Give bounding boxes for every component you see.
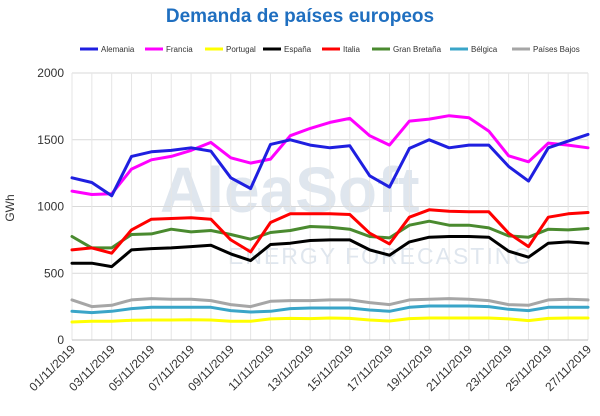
y-tick-label: 0 [57, 333, 64, 347]
y-axis-label: GWh [3, 194, 17, 221]
series-line-portugal [70, 316, 590, 324]
y-tick-label: 1000 [37, 200, 64, 214]
series-line-países-bajos [70, 297, 590, 309]
series-lines [70, 114, 590, 324]
series-line-bélgica [70, 304, 590, 315]
series-line-francia [70, 114, 590, 196]
legend: Alemania Francia Portugal España Italia Gran … [80, 45, 580, 54]
legend-label: Países Bajos [533, 45, 580, 54]
y-tick-label: 2000 [37, 66, 64, 80]
legend-label: Portugal [226, 45, 256, 54]
legend-label: España [284, 45, 312, 54]
series-line-gran-bretaña [70, 219, 590, 250]
chart-title: Demanda de países europeos [165, 6, 435, 27]
legend-label: Bélgica [471, 45, 498, 54]
legend-label: Italia [343, 45, 360, 54]
legend-label: Alemania [101, 45, 135, 54]
y-tick-label: 1500 [37, 133, 64, 147]
legend-label: Gran Bretaña [393, 45, 442, 54]
legend-label: Francia [166, 45, 193, 54]
series-line-españa [70, 235, 590, 269]
watermark-tagline: ENERGY FORECASTING [228, 243, 533, 269]
y-tick-label: 500 [44, 266, 64, 280]
series-line-alemania [70, 132, 590, 198]
watermark: AleaSoft ENERGY FORECASTING [160, 154, 533, 269]
gridlines [71, 72, 589, 341]
series-line-italia [70, 208, 590, 255]
